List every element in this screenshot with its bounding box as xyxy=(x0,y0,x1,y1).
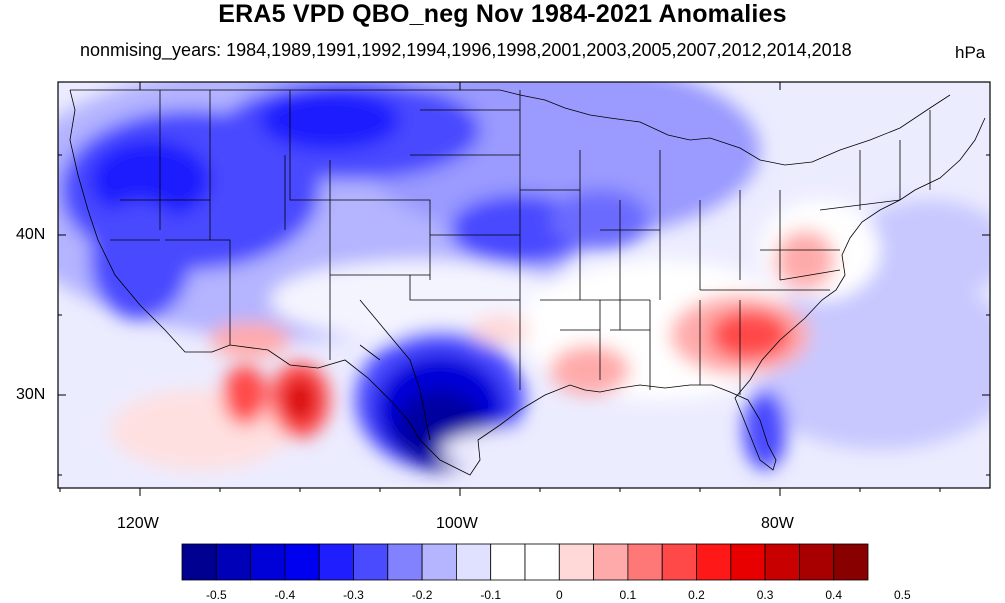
colorbar-swatch xyxy=(181,543,217,581)
colorbar-tick-label: -0.5 xyxy=(205,588,227,602)
colorbar-swatch xyxy=(833,543,869,581)
colorbar-swatch xyxy=(593,543,629,581)
colorbar-swatch xyxy=(799,543,835,581)
lon-label-100w: 100W xyxy=(436,515,478,532)
colorbar-swatch xyxy=(661,543,697,581)
lon-label-80w: 80W xyxy=(761,515,794,532)
colorbar-swatch xyxy=(730,543,766,581)
colorbar-swatch xyxy=(455,543,492,581)
colorbar-swatch xyxy=(318,543,354,581)
map-title: ERA5 VPD QBO_neg Nov 1984-2021 Anomalies xyxy=(218,0,787,28)
colorbar-swatch xyxy=(558,543,594,581)
colorbar-swatch xyxy=(524,543,560,581)
colorbar-tick-label: 0 xyxy=(555,588,563,602)
lat-label-40n: 40N xyxy=(16,226,46,243)
colorbar xyxy=(181,543,869,581)
colorbar-swatch xyxy=(421,543,457,581)
colorbar-tick-label: 0.1 xyxy=(619,588,637,602)
colorbar-swatch xyxy=(387,543,423,581)
colorbar-tick-label: 0.5 xyxy=(893,588,911,602)
lon-ticks xyxy=(59,82,941,496)
colorbar-swatch xyxy=(353,543,389,581)
lat-ticks xyxy=(58,154,990,476)
colorbar-tick-label: -0.4 xyxy=(274,588,296,602)
colorbar-tick-label: -0.2 xyxy=(411,588,433,602)
colorbar-tick-label: 0.3 xyxy=(756,588,774,602)
colorbar-tick-label: -0.1 xyxy=(480,588,502,602)
lat-label-30n: 30N xyxy=(16,386,46,403)
map-subtitle: nonmising_years: 1984,1989,1991,1992,199… xyxy=(80,40,852,60)
colorbar-swatch xyxy=(696,543,732,581)
state-borders xyxy=(69,89,986,476)
colorbar-swatch xyxy=(250,543,286,581)
anomaly-field xyxy=(58,82,990,488)
map-frame xyxy=(57,81,991,489)
units-label: hPa xyxy=(955,43,986,62)
colorbar-swatch xyxy=(215,543,252,581)
colorbar-swatch xyxy=(764,543,800,581)
colorbar-swatch xyxy=(490,543,526,581)
colorbar-swatch xyxy=(284,543,320,581)
lon-label-120w: 120W xyxy=(117,515,159,532)
colorbar-tick-label: 0.4 xyxy=(825,588,843,602)
colorbar-tick-label: 0.2 xyxy=(688,588,705,602)
colorbar-swatch xyxy=(627,543,663,581)
colorbar-tick-label: -0.3 xyxy=(343,588,364,602)
